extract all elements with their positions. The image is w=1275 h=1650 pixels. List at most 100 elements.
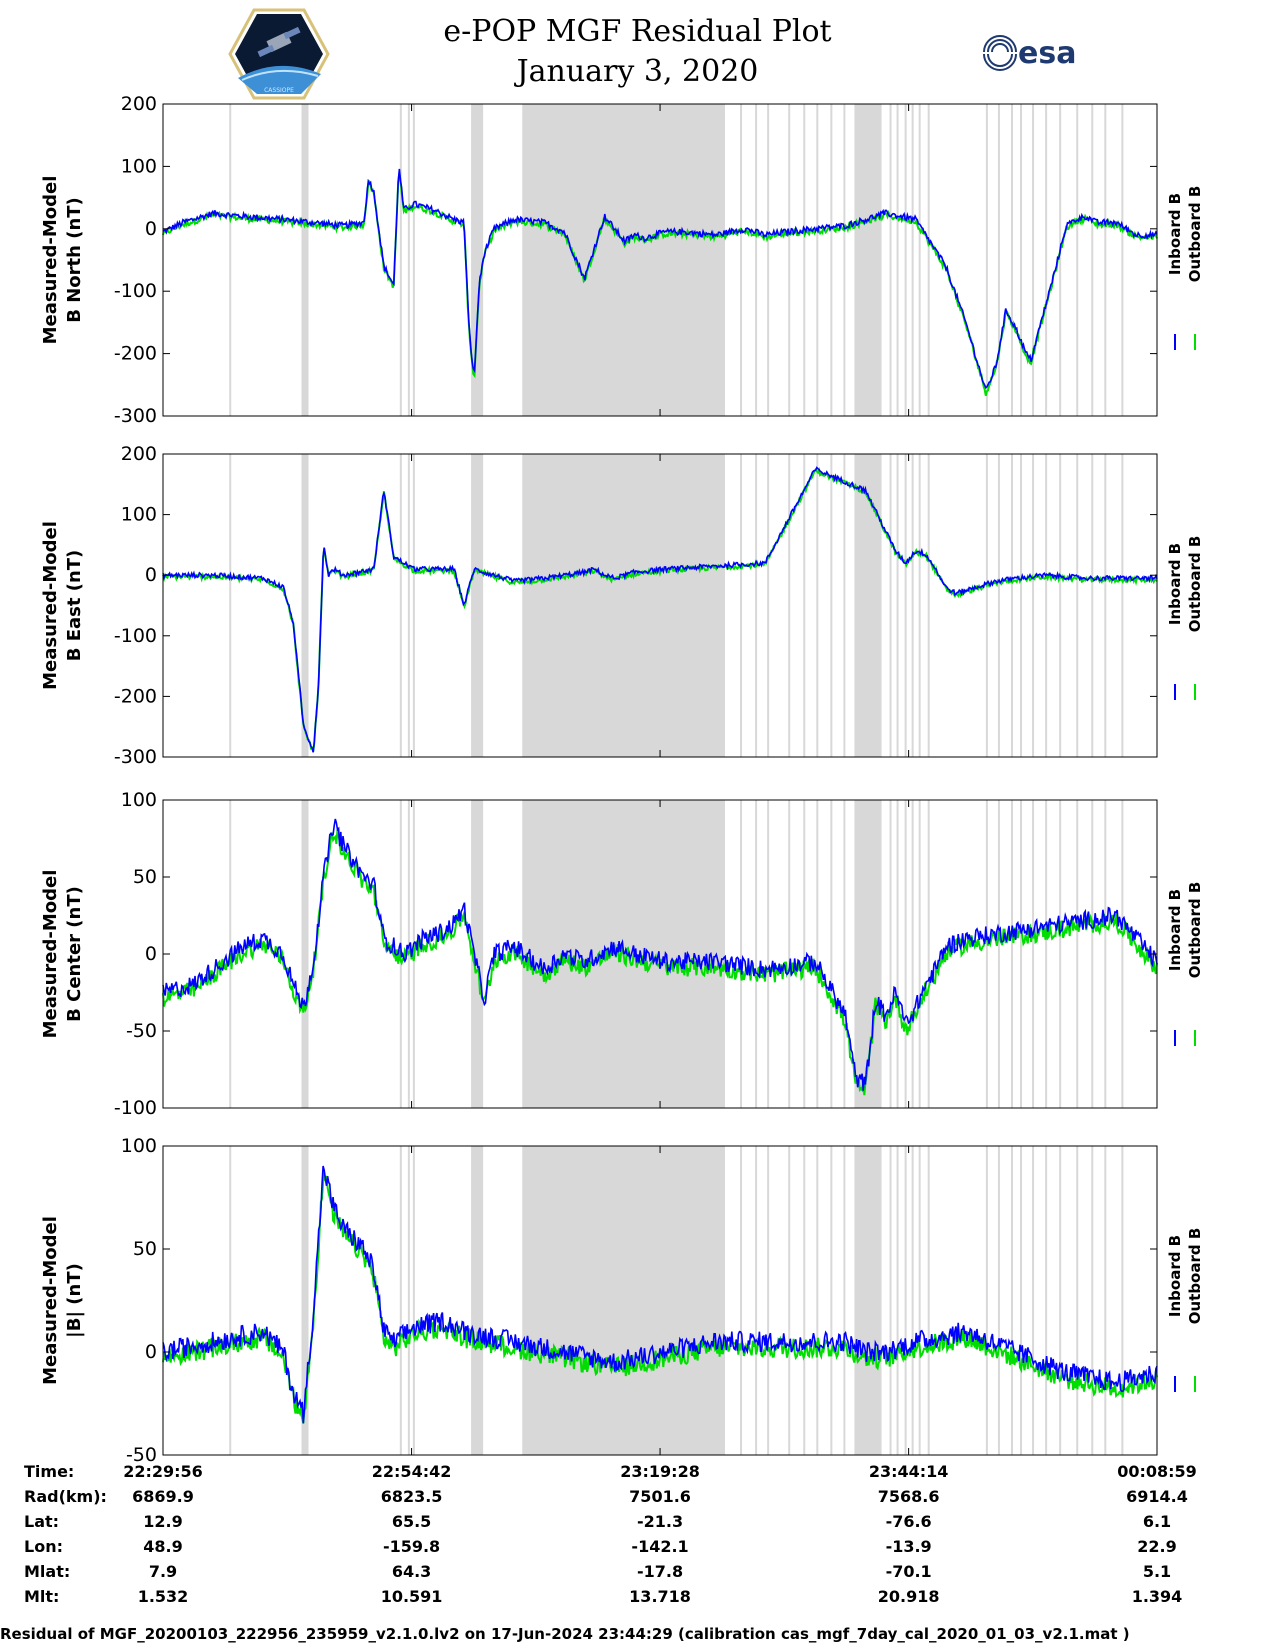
data-gap-line <box>904 454 907 757</box>
data-gap-line <box>1059 454 1062 757</box>
data-gap-line <box>1010 454 1013 757</box>
data-gap-band <box>301 800 309 1108</box>
ephemeris-value: 48.9 <box>143 1537 183 1556</box>
ephemeris-row: Lat: 12.9 65.5 -21.3 -76.6 6.1 <box>0 1512 1275 1536</box>
data-gap-line <box>407 104 410 416</box>
legend-label: Inboard B <box>1166 543 1184 625</box>
ephemeris-value: 23:19:28 <box>620 1462 700 1481</box>
data-gap-line <box>229 454 232 757</box>
data-gap-line <box>896 104 899 416</box>
footer-caption: Residual of MGF_20200103_222956_235959_v… <box>0 1625 1130 1643</box>
y-tick-label: 100 <box>121 504 157 526</box>
y-tick-label: 200 <box>121 443 157 465</box>
data-gap-band <box>301 1146 309 1455</box>
data-gap-line <box>1045 454 1048 757</box>
data-gap-line <box>830 800 833 1108</box>
series-outboard-b-line <box>162 1172 1158 1424</box>
data-gap-line <box>755 800 758 1108</box>
series-inboard-b-line <box>162 1165 1158 1424</box>
data-gap-line <box>1121 1146 1124 1455</box>
ephemeris-value: 00:08:59 <box>1117 1462 1197 1481</box>
ephemeris-row: Mlt: 1.532 10.591 13.718 20.918 1.394 <box>0 1587 1275 1611</box>
ephemeris-value: 7.9 <box>148 1562 178 1581</box>
data-gap-line <box>229 104 232 416</box>
data-gap-line <box>755 454 758 757</box>
data-gap-line <box>816 454 819 757</box>
data-gap-band <box>522 1146 725 1455</box>
data-gap-line <box>1032 800 1035 1108</box>
ephemeris-value: -76.6 <box>885 1512 932 1531</box>
data-gap-line <box>843 1146 846 1455</box>
ephemeris-value: -142.1 <box>631 1537 689 1556</box>
data-gap-line <box>412 104 415 416</box>
data-gap-line <box>740 104 743 416</box>
data-gap-line <box>830 1146 833 1455</box>
data-gap-line <box>985 800 988 1108</box>
data-gap-band <box>471 104 484 416</box>
ephemeris-value: 1.532 <box>137 1587 189 1606</box>
y-tick-label: 100 <box>121 1135 157 1157</box>
y-axis-label: Measured-Model <box>40 870 61 1039</box>
ephemeris-label: Rad(km): <box>24 1487 107 1506</box>
data-gap-line <box>229 1146 232 1455</box>
legend-label: Outboard B <box>1186 1228 1204 1325</box>
data-gap-band <box>522 454 725 757</box>
data-gap-line <box>889 1146 892 1455</box>
data-gap-line <box>1091 1146 1094 1455</box>
y-tick-label: -100 <box>114 1097 157 1119</box>
ephemeris-value: 5.1 <box>1142 1562 1172 1581</box>
data-gap-line <box>997 454 1000 757</box>
data-gap-line <box>767 104 770 416</box>
data-gap-line <box>1091 454 1094 757</box>
data-gap-line <box>407 1146 410 1455</box>
logo-text: CASSIOPE <box>264 87 294 94</box>
y-axis-label: Measured-Model <box>40 1216 61 1385</box>
data-gap-band <box>522 104 725 416</box>
ephemeris-row: Rad(km): 6869.9 6823.5 7501.6 7568.6 6914.4 <box>0 1487 1275 1511</box>
y-axis-label: Measured-Model <box>40 176 61 345</box>
ephemeris-label: Mlt: <box>24 1587 60 1606</box>
data-gap-line <box>767 454 770 757</box>
data-gap-line <box>904 104 907 416</box>
data-gap-line <box>1121 104 1124 416</box>
data-gap-line <box>767 1146 770 1455</box>
y-tick-label: -100 <box>114 625 157 647</box>
data-gap-line <box>843 800 846 1108</box>
y-tick-label: -200 <box>114 685 157 707</box>
data-gap-line <box>985 104 988 416</box>
data-gap-line <box>1104 104 1107 416</box>
data-gap-line <box>803 104 806 416</box>
y-tick-label: 50 <box>133 866 157 888</box>
ephemeris-value: 7501.6 <box>629 1487 691 1506</box>
y-axis-label: B Center (nT) <box>64 886 85 1022</box>
legend-label: Outboard B <box>1186 882 1204 979</box>
data-gap-line <box>1091 800 1094 1108</box>
y-tick-label: 0 <box>145 564 157 586</box>
data-gap-line <box>889 454 892 757</box>
data-gap-line <box>1032 1146 1035 1455</box>
y-tick-label: -300 <box>114 405 157 427</box>
ephemeris-value: 6869.9 <box>132 1487 194 1506</box>
data-gap-line <box>927 454 930 757</box>
data-gap-line <box>1045 1146 1048 1455</box>
y-tick-label: -50 <box>126 1444 157 1466</box>
y-axis-label: |B| (nT) <box>64 1263 85 1338</box>
data-gap-line <box>997 800 1000 1108</box>
series-inboard-b-line <box>162 818 1158 1091</box>
data-gap-line <box>1010 104 1013 416</box>
ephemeris-value: 22:29:56 <box>123 1462 203 1481</box>
series-inboard-b-line <box>162 168 1158 389</box>
ephemeris-label: Lat: <box>24 1512 60 1531</box>
data-gap-line <box>1076 800 1079 1108</box>
data-gap-line <box>1076 104 1079 416</box>
data-gap-line <box>816 104 819 416</box>
ephemeris-value: 7568.6 <box>877 1487 940 1506</box>
legend-label: Outboard B <box>1186 536 1204 633</box>
data-gap-line <box>407 454 410 757</box>
ephemeris-value: 6823.5 <box>380 1487 443 1506</box>
esa-logo-text: esa <box>1018 36 1076 71</box>
data-gap-line <box>1020 1146 1023 1455</box>
legend-label: Inboard B <box>1166 1235 1184 1317</box>
data-gap-line <box>1121 800 1124 1108</box>
data-gap-line <box>1059 800 1062 1108</box>
